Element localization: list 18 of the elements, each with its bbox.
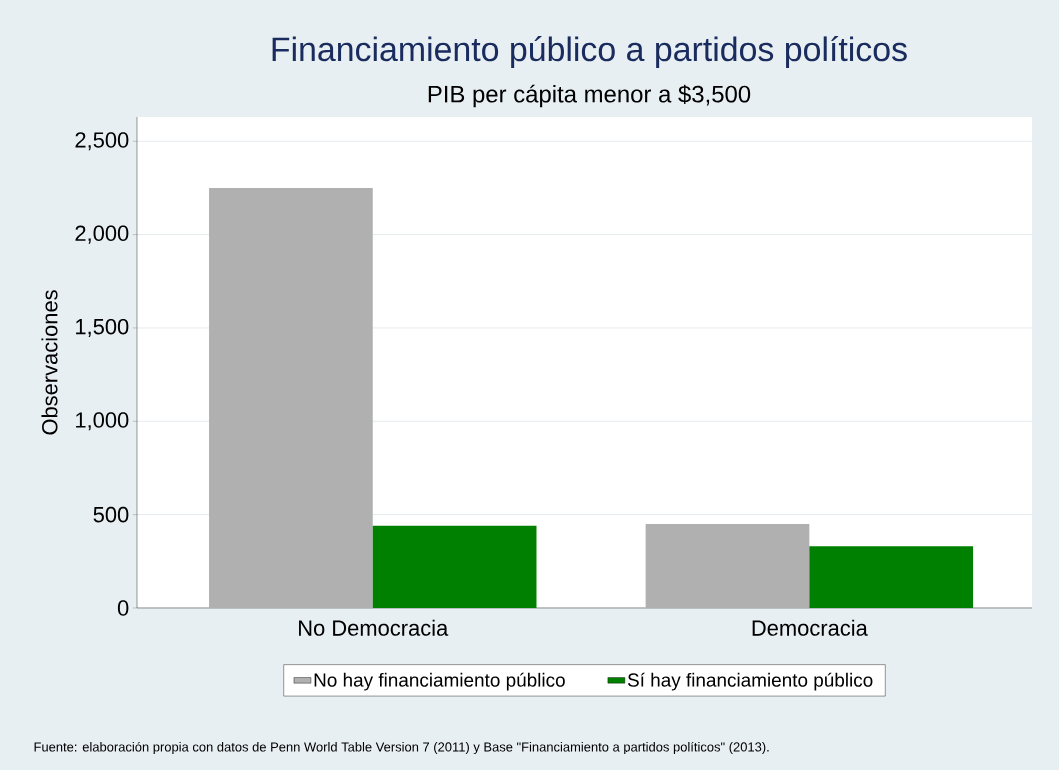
y-tick-label: 0: [117, 600, 129, 616]
y-tick-label: 500: [93, 506, 129, 523]
y-axis-title: Observaciones: [41, 290, 58, 435]
bar: [209, 187, 373, 608]
x-tick-label: No Democracia: [299, 619, 449, 636]
legend-label: Sí hay financiamiento público: [627, 672, 873, 691]
bar: [372, 525, 537, 608]
bar: [809, 546, 974, 608]
y-tick-label: 2,000: [75, 225, 129, 244]
bar: [645, 523, 810, 608]
y-tick-label: 1,500: [76, 318, 129, 337]
chart-title: Financiamiento público a partidos políticos: [272, 36, 907, 68]
y-tick-label: 2,500: [75, 132, 129, 151]
source-note: Fuente: elaboración propia con datos de Penn World Table Version 7 (2011) y Base "Financiamiento a partidos políticos" (2013).: [34, 741, 769, 755]
chart-subtitle: PIB per cápita menor a $3,500: [428, 84, 751, 108]
legend-label: No hay financiamiento público: [314, 672, 565, 691]
x-tick-label: Democracia: [752, 619, 868, 636]
y-tick-label: 1,000: [76, 412, 129, 431]
